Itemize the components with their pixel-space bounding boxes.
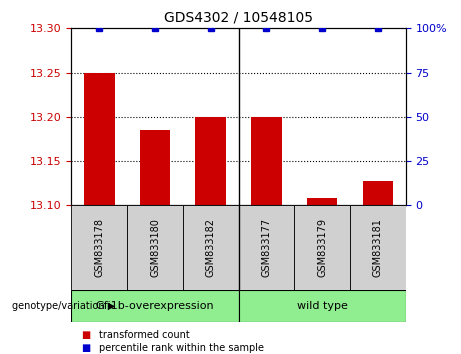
Bar [294, 205, 350, 290]
Bar [362, 181, 393, 205]
Text: Gfi1b-overexpression: Gfi1b-overexpression [96, 301, 214, 311]
Text: genotype/variation ▶: genotype/variation ▶ [12, 301, 115, 311]
Bar [84, 73, 115, 205]
Text: GSM833178: GSM833178 [95, 218, 104, 277]
Bar [350, 205, 406, 290]
Bar [195, 117, 226, 205]
Title: GDS4302 / 10548105: GDS4302 / 10548105 [164, 10, 313, 24]
Text: GSM833182: GSM833182 [206, 218, 216, 277]
Bar [238, 290, 406, 322]
Bar [251, 117, 282, 205]
Text: ■: ■ [81, 330, 90, 339]
Text: ■: ■ [81, 343, 90, 353]
Bar [127, 205, 183, 290]
Bar [238, 205, 294, 290]
Bar [71, 205, 127, 290]
Bar [183, 205, 238, 290]
Text: GSM833177: GSM833177 [261, 218, 272, 278]
Text: wild type: wild type [297, 301, 348, 311]
Text: GSM833181: GSM833181 [373, 218, 383, 277]
Bar [307, 198, 337, 205]
Bar [140, 130, 170, 205]
Bar [71, 290, 239, 322]
Text: GSM833179: GSM833179 [317, 218, 327, 277]
Text: percentile rank within the sample: percentile rank within the sample [99, 343, 264, 353]
Text: transformed count: transformed count [99, 330, 190, 339]
Text: GSM833180: GSM833180 [150, 218, 160, 277]
